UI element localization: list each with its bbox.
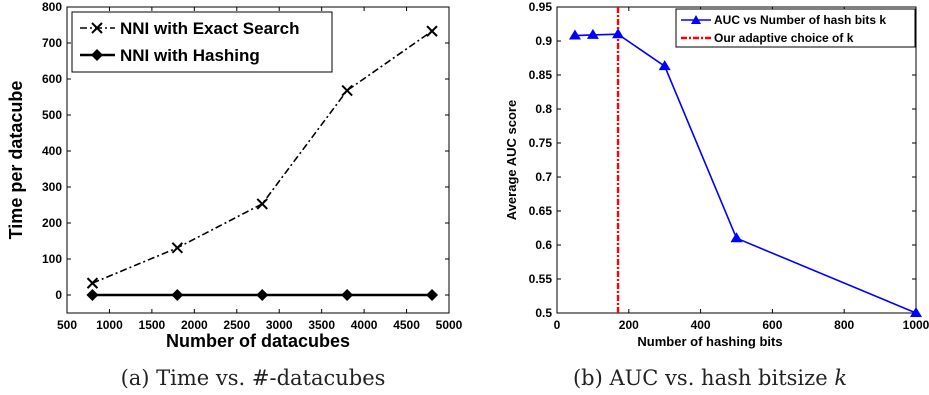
chart-time-vs-datacubes: 500 1000 1500 2000 2500 3000 3500 4000 4500 5000 0… [6,0,463,390]
legend-marker-hashing [91,49,103,61]
b-xtick-label: 200 [619,318,639,332]
data-point-exact-search [256,198,268,210]
data-point-hashing [341,289,354,301]
a-xtick-label: 4000 [351,318,378,332]
b-xtick-label: 400 [691,318,711,332]
a-xtick-label: 1000 [96,318,123,332]
data-point-auc [910,307,922,317]
a-ytick-label: 0 [55,288,62,302]
b-ytick-label: 0.85 [529,68,553,82]
legend-marker-exact [91,22,103,34]
a-xtick-label: 4500 [393,318,420,332]
a-ytick-label: 600 [42,72,62,86]
data-point-auc [586,28,599,39]
data-point-auc [730,232,743,243]
b-xtick-label: 1000 [903,318,929,332]
legend-label-adaptive: Our adaptive choice of k [714,31,854,45]
legend-box-b [675,8,916,48]
caption-b: (b) AUC vs. hash bitsize k [573,366,847,390]
data-point-auc [658,60,671,71]
series-group-b [568,7,922,317]
legend-label-auc: AUC vs Number of hash bits k [714,13,886,27]
plot-area-b [556,6,917,314]
b-ytick-label: 0.55 [529,272,553,286]
b-xtick-label: 800 [834,318,854,332]
data-point-hashing [256,289,269,301]
data-point-auc [612,28,625,39]
b-ytick-label: 0.6 [535,238,552,252]
legend-box-a [71,11,333,73]
a-xtick-label: 2000 [181,318,208,332]
series-line-exact-search [92,30,433,284]
y-axis-label-b: Average AUC score [504,100,519,220]
b-xtick-label: 600 [762,318,782,332]
a-ytick-label: 800 [42,0,62,14]
a-xtick-label: 5000 [436,318,463,332]
a-ytick-label: 400 [42,144,62,158]
a-xtick-label: 500 [57,318,77,332]
data-point-hashing [86,289,99,301]
b-ytick-label: 0.95 [529,0,553,14]
y-axis-label-a: Time per datacube [6,81,26,240]
data-point-hashing [426,289,439,301]
caption-a: (a) Time vs. #-datacubes [121,366,386,390]
legend-a: NNI with Exact Search NNI with Hashing [71,11,333,73]
data-point-exact-search [426,25,438,37]
series-group-a [86,25,439,301]
x-axis-label-a: Number of datacubes [166,331,350,351]
chart-auc-vs-bits: 0 200 400 600 800 1000 0.5 0.55 0.6 0.65 0.7 0.75 0.… [504,0,929,390]
a-xtick-label: 2500 [223,318,250,332]
x-axis-label-b: Number of hashing bits [637,334,782,349]
a-ytick-label: 100 [42,252,62,266]
data-point-auc [568,29,581,40]
a-ytick-label: 700 [42,36,62,50]
a-ytick-label: 200 [42,216,62,230]
legend-marker-auc [691,15,701,24]
b-ytick-label: 0.75 [529,136,553,150]
data-point-exact-search [171,242,184,254]
b-ytick-label: 0.7 [535,170,552,184]
b-ytick-label: 0.65 [529,204,553,218]
caption-b-var: k [834,366,847,390]
a-xtick-label: 3000 [266,318,293,332]
legend-b: AUC vs Number of hash bits k Our adaptiv… [675,8,916,48]
caption-b-text: (b) AUC vs. hash bitsize [573,366,834,390]
legend-label-hashing: NNI with Hashing [120,46,260,65]
data-point-exact-search [341,84,353,97]
a-xtick-label: 1500 [139,318,166,332]
legend-label-exact: NNI with Exact Search [120,19,300,38]
a-ytick-label: 500 [42,108,62,122]
b-ytick-label: 0.5 [535,306,552,320]
data-point-exact-search [86,277,99,289]
a-xtick-label: 3500 [308,318,335,332]
b-xtick-label: 0 [554,318,561,332]
b-ytick-label: 0.9 [535,34,552,48]
b-ytick-label: 0.8 [535,102,552,116]
a-ytick-label: 300 [42,180,62,194]
axis-ticks-b: 0 200 400 600 800 1000 0.5 0.55 0.6 0.65 0.7 0.75 0.… [529,0,929,332]
data-point-hashing [171,289,184,301]
axis-ticks-a: 500 1000 1500 2000 2500 3000 3500 4000 4500 5000 0… [42,0,463,332]
